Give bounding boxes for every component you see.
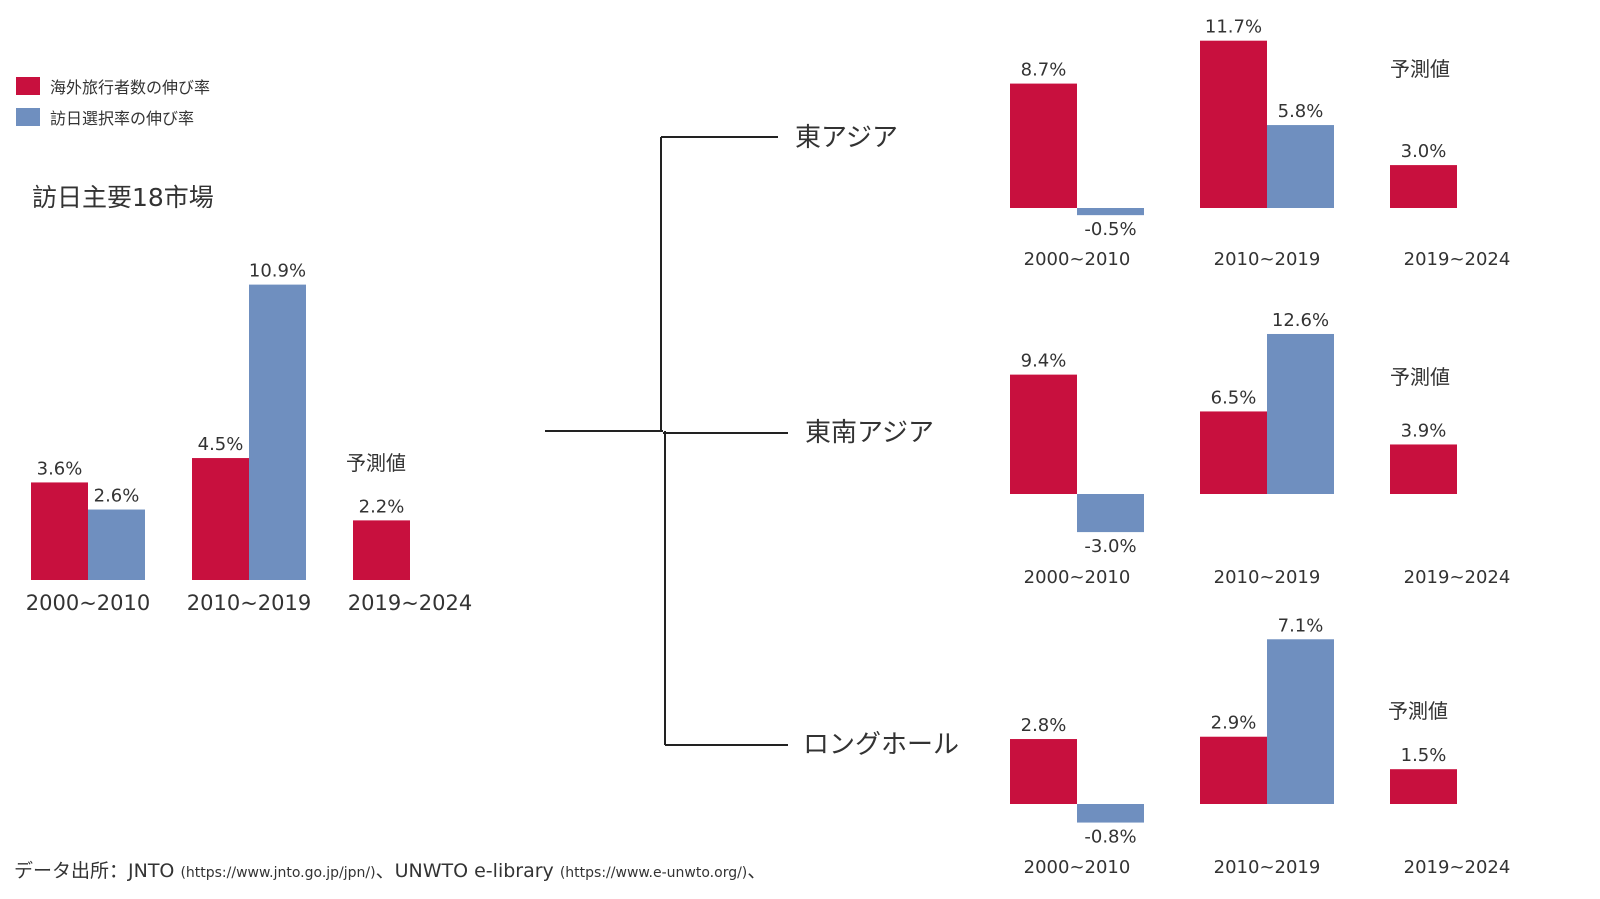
tree-connector [545, 136, 788, 746]
bar-outbound [1200, 411, 1267, 494]
bar-japan-share [249, 284, 306, 580]
bar-japan-share [1077, 208, 1144, 216]
category-label: 2000~2010 [1024, 857, 1131, 878]
data-label: -0.5% [1084, 219, 1136, 240]
chart-title: 東南アジア [805, 418, 934, 448]
category-label: 2019~2024 [1404, 857, 1511, 878]
legend-swatch-japan-share [16, 107, 40, 126]
category-label: 2010~2019 [187, 591, 311, 615]
chart-east-asia: 東アジア 8.7% -0.5% 2000~2010 11.7% 5.8% 2010~2019… [795, 17, 1510, 270]
legend-item-japan-share: 訪日選択率の伸び率 [16, 101, 210, 132]
source-mid: 、UNWTO e-library [375, 860, 554, 882]
bar-outbound [1390, 444, 1457, 494]
category-label: 2010~2019 [1214, 567, 1321, 588]
forecast-label: 予測値 [1388, 699, 1448, 723]
bar-outbound [192, 458, 249, 580]
legend-label-japan-share: 訪日選択率の伸び率 [50, 108, 195, 128]
data-label: 12.6% [1272, 310, 1329, 331]
data-label: 3.0% [1401, 141, 1447, 162]
chart-main: 3.6% 2.6% 2000~2010 4.5% 10.9% 2010~2019 2.2% 2… [26, 261, 472, 615]
chart-long-haul: ロングホール 2.8% -0.8% 2000~2010 2.9% 7.1% 2010~201… [803, 615, 1510, 878]
category-label: 2019~2024 [1404, 249, 1511, 270]
chart-title: ロングホール [803, 730, 959, 760]
chart-title: 東アジア [795, 123, 898, 153]
legend-swatch-outbound [16, 76, 40, 95]
data-label: 4.5% [198, 434, 244, 455]
legend-label-outbound: 海外旅行者数の伸び率 [50, 77, 211, 97]
category-label: 2019~2024 [348, 591, 472, 615]
source-prefix: データ出所：JNTO [14, 860, 175, 882]
bar-japan-share [1267, 125, 1334, 208]
data-label: 3.6% [37, 458, 83, 479]
data-label: 2.6% [94, 486, 140, 507]
source-suffix: 、 [747, 860, 767, 882]
legend: 海外旅行者数の伸び率 訪日選択率の伸び率 [16, 70, 210, 132]
bar-outbound [1200, 736, 1267, 804]
bar-outbound [1010, 83, 1077, 208]
data-label: -0.8% [1084, 827, 1136, 848]
category-label: 2000~2010 [1024, 567, 1131, 588]
bar-japan-share [1077, 494, 1144, 533]
main-chart-title: 訪日主要18市場 [32, 183, 214, 212]
source-jnto-url: (https://www.jnto.go.jp/jpn/) [180, 865, 376, 881]
data-label: 3.9% [1401, 420, 1447, 441]
bar-outbound [1200, 40, 1267, 208]
data-label: 6.5% [1211, 387, 1257, 408]
bar-outbound [31, 482, 88, 580]
data-label: 11.7% [1205, 17, 1262, 38]
bar-outbound [353, 520, 410, 580]
data-label: 8.7% [1021, 60, 1067, 81]
data-label: 1.5% [1401, 745, 1447, 766]
data-label: -3.0% [1084, 536, 1136, 557]
category-label: 2010~2019 [1214, 249, 1321, 270]
data-label: 7.1% [1278, 615, 1324, 636]
source-note: データ出所：JNTO (https://www.jnto.go.jp/jpn/)… [14, 856, 766, 883]
bar-japan-share [1267, 333, 1334, 494]
legend-item-outbound: 海外旅行者数の伸び率 [16, 70, 210, 101]
data-label: 5.8% [1278, 101, 1324, 122]
category-label: 2010~2019 [1214, 857, 1321, 878]
data-label: 2.2% [359, 496, 405, 517]
forecast-label: 予測値 [1390, 57, 1450, 81]
chart-southeast-asia: 東南アジア 9.4% -3.0% 2000~2010 6.5% 12.6% 2010~201… [805, 310, 1510, 588]
bar-japan-share [88, 509, 145, 580]
bar-outbound [1010, 374, 1077, 494]
data-label: 10.9% [249, 261, 306, 282]
bar-japan-share [1267, 639, 1334, 804]
bar-japan-share [1077, 804, 1144, 823]
source-unwto-url: (https://www.e-unwto.org/) [559, 865, 748, 881]
data-label: 9.4% [1021, 351, 1067, 372]
bar-outbound [1390, 165, 1457, 208]
data-label: 2.9% [1211, 713, 1257, 734]
category-label: 2000~2010 [1024, 249, 1131, 270]
forecast-label: 予測値 [1390, 365, 1450, 389]
data-label: 2.8% [1021, 715, 1067, 736]
category-label: 2000~2010 [26, 591, 150, 615]
forecast-label: 予測値 [346, 451, 406, 475]
bar-outbound [1390, 769, 1457, 804]
category-label: 2019~2024 [1404, 567, 1511, 588]
bar-outbound [1010, 739, 1077, 804]
